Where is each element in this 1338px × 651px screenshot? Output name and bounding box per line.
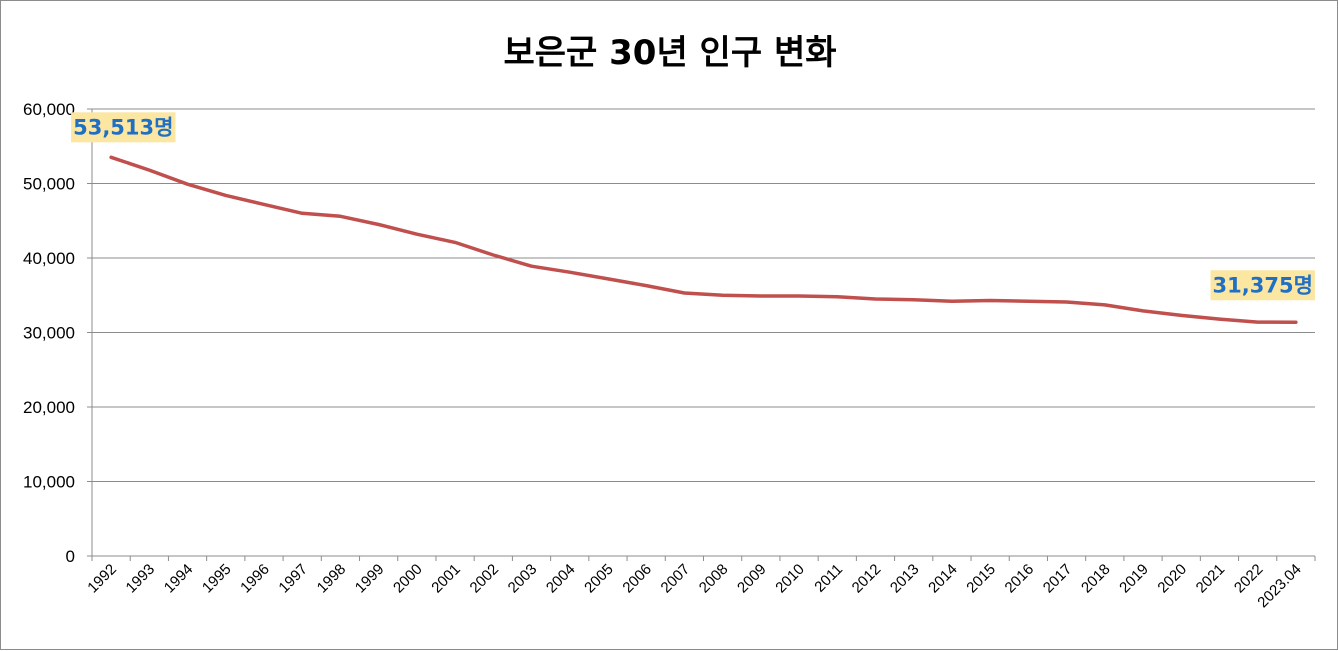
chart-title: 보은군 30년 인구 변화	[503, 33, 836, 73]
axes	[87, 108, 1316, 561]
x-tick-label: 2005	[581, 561, 617, 597]
callout-background	[1210, 270, 1315, 301]
x-tick-label: 1996	[237, 561, 273, 597]
y-tick-label: 0	[66, 547, 75, 566]
x-tick-label: 2000	[390, 561, 426, 597]
x-tick-label: 1994	[161, 561, 197, 597]
y-tick-label: 20,000	[23, 398, 75, 417]
x-tick-label: 2016	[1002, 561, 1038, 597]
y-tick-label: 10,000	[23, 473, 75, 492]
x-tick-label: 2001	[428, 561, 464, 597]
y-tick-label: 40,000	[23, 249, 75, 268]
x-tick-label: 2013	[887, 561, 923, 597]
x-tick-label: 2021	[1193, 561, 1229, 597]
callout-background	[71, 112, 176, 143]
x-tick-label: 2015	[963, 561, 999, 597]
x-tick-label: 2020	[1154, 561, 1190, 597]
x-tick-label: 1999	[352, 561, 388, 597]
x-tick-label: 2006	[619, 561, 655, 597]
x-tick-label: 2012	[849, 561, 885, 597]
x-tick-label: 2004	[543, 561, 579, 597]
y-tick-label: 30,000	[23, 324, 75, 343]
x-tick-label: 1998	[314, 561, 350, 597]
y-tick-label: 60,000	[23, 100, 75, 119]
x-tick-label: 2009	[734, 561, 770, 597]
x-tick-label: 2017	[1040, 561, 1076, 597]
x-tick-label: 2008	[696, 561, 732, 597]
callouts: 53,513명 31,375명	[71, 112, 1315, 301]
y-axis-tick-labels: 0 10,000 20,000 30,000 40,000 50,000 60,000	[23, 100, 75, 566]
data-label: 53,513명	[73, 115, 173, 139]
x-tick-label: 2018	[1078, 561, 1114, 597]
x-tick-label: 2003	[505, 561, 541, 597]
x-tick-label: 2010	[772, 561, 808, 597]
data-callout: 31,375명	[1210, 270, 1315, 301]
series-lines	[109, 155, 1298, 325]
x-tick-label: 2007	[658, 561, 694, 597]
x-tick-label: 1995	[199, 561, 235, 597]
x-tick-label: 1993	[123, 561, 159, 597]
x-tick-label: 1992	[84, 561, 120, 597]
gridlines	[92, 108, 1315, 482]
series-line	[109, 155, 1298, 325]
x-tick-label: 2011	[811, 561, 846, 596]
x-tick-label: 2002	[467, 561, 503, 597]
x-axis-tick-labels: 1992 1993 1994 1995 1996 1997 1998 1999 2000 2001…	[84, 561, 1304, 611]
x-tick-label: 2019	[1116, 561, 1152, 597]
data-label: 31,375명	[1213, 273, 1313, 297]
y-tick-label: 50,000	[23, 175, 75, 194]
x-tick-label: 1997	[275, 561, 311, 597]
data-callout: 53,513명	[71, 112, 176, 143]
x-tick-label: 2014	[925, 561, 961, 597]
